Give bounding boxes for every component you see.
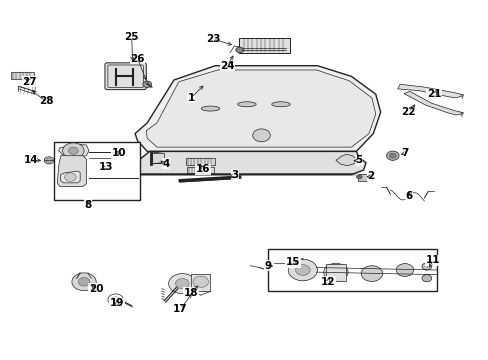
Text: 1: 1: [187, 93, 194, 103]
Circle shape: [323, 263, 347, 281]
Polygon shape: [397, 84, 461, 98]
Text: 28: 28: [39, 96, 53, 107]
Circle shape: [235, 47, 243, 53]
Circle shape: [62, 143, 84, 158]
Ellipse shape: [201, 106, 219, 111]
Polygon shape: [403, 91, 461, 115]
Circle shape: [386, 151, 398, 160]
Circle shape: [64, 173, 76, 181]
Bar: [267, 249, 436, 292]
Bar: [54, 142, 140, 200]
Circle shape: [395, 264, 413, 276]
Circle shape: [361, 266, 382, 282]
Text: 26: 26: [130, 54, 144, 64]
Bar: [191, 274, 210, 292]
Polygon shape: [59, 144, 89, 157]
Polygon shape: [135, 66, 380, 152]
Bar: [186, 158, 215, 165]
Text: 25: 25: [124, 32, 139, 42]
Text: 10: 10: [112, 148, 126, 158]
Bar: [152, 153, 164, 163]
Circle shape: [44, 157, 54, 164]
Text: 19: 19: [110, 298, 124, 308]
Text: 2: 2: [366, 171, 374, 181]
Text: 5: 5: [354, 156, 362, 165]
Text: 22: 22: [401, 107, 415, 117]
Text: 11: 11: [425, 255, 440, 265]
Text: 7: 7: [401, 148, 408, 158]
Circle shape: [175, 279, 189, 289]
Text: 27: 27: [22, 77, 37, 87]
Text: 17: 17: [173, 304, 187, 314]
Text: 14: 14: [24, 156, 39, 165]
Text: 6: 6: [405, 191, 411, 201]
Text: 15: 15: [285, 257, 300, 267]
Text: 9: 9: [264, 261, 271, 271]
Circle shape: [388, 153, 395, 158]
Text: 21: 21: [426, 89, 441, 99]
Text: 8: 8: [84, 200, 91, 210]
Text: 13: 13: [99, 162, 113, 172]
Ellipse shape: [237, 102, 256, 107]
Ellipse shape: [271, 102, 289, 107]
Text: 20: 20: [89, 284, 103, 294]
Polygon shape: [335, 154, 356, 166]
Circle shape: [78, 278, 90, 286]
Text: 3: 3: [231, 170, 238, 180]
FancyBboxPatch shape: [105, 63, 146, 90]
Circle shape: [72, 273, 96, 291]
Polygon shape: [57, 156, 86, 186]
Circle shape: [193, 276, 208, 288]
Circle shape: [295, 265, 309, 275]
Text: 23: 23: [205, 34, 220, 44]
Bar: [325, 264, 345, 281]
Circle shape: [421, 275, 431, 282]
Circle shape: [142, 81, 151, 87]
Polygon shape: [146, 70, 375, 147]
Circle shape: [421, 263, 431, 270]
Polygon shape: [61, 171, 80, 183]
Bar: [11, 72, 34, 79]
Circle shape: [252, 129, 270, 142]
Circle shape: [329, 268, 341, 276]
Polygon shape: [135, 152, 366, 175]
Bar: [238, 38, 289, 53]
Text: 24: 24: [220, 61, 234, 71]
Text: 12: 12: [320, 277, 335, 287]
Bar: [358, 174, 371, 181]
Circle shape: [356, 175, 362, 179]
Text: 16: 16: [196, 164, 210, 174]
Circle shape: [287, 259, 317, 281]
Text: 4: 4: [162, 159, 169, 169]
Bar: [187, 167, 213, 173]
Text: 18: 18: [183, 288, 198, 297]
Circle shape: [168, 274, 196, 294]
Circle shape: [68, 147, 78, 154]
